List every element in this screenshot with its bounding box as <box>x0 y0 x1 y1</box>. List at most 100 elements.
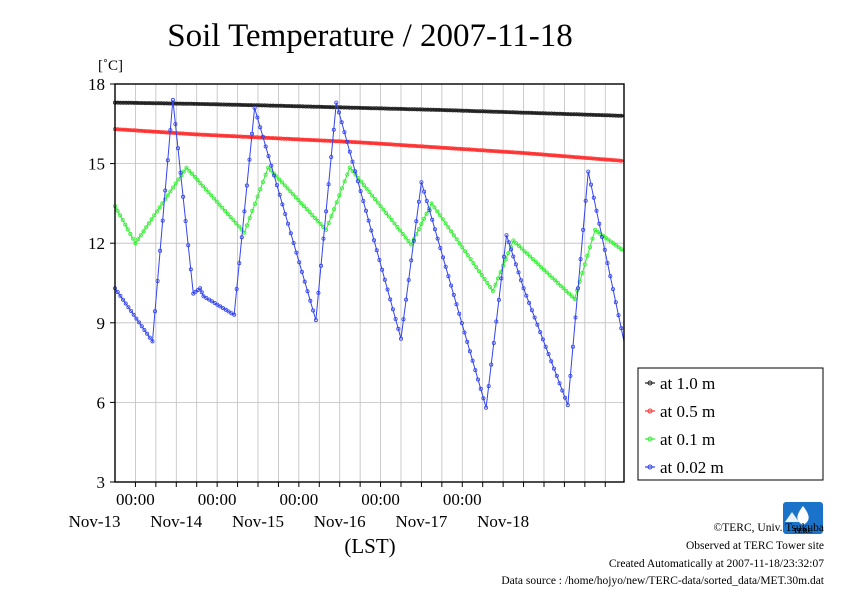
data-point <box>409 143 414 148</box>
data-point <box>311 308 316 313</box>
data-point <box>202 102 207 107</box>
data-point <box>257 135 262 140</box>
data-point <box>446 274 451 279</box>
data-point <box>606 237 611 242</box>
data-point <box>437 213 442 218</box>
data-point <box>393 316 398 321</box>
data-point <box>474 265 479 270</box>
data-point <box>279 180 284 185</box>
date-label: Nov-13 <box>69 512 121 531</box>
data-point <box>477 148 482 153</box>
data-point <box>341 105 346 110</box>
data-point <box>295 137 300 142</box>
data-point <box>514 241 519 246</box>
data-point <box>313 318 318 323</box>
data-point <box>447 108 452 113</box>
data-point <box>458 146 463 151</box>
x-tick-label: 00:00 <box>116 490 155 509</box>
date-label: Nov-14 <box>150 512 202 531</box>
data-point <box>246 103 251 108</box>
data-point <box>409 258 414 263</box>
data-point <box>491 109 496 114</box>
data-point <box>363 208 368 213</box>
data-point <box>608 113 613 118</box>
data-point <box>350 169 355 174</box>
data-point <box>220 205 225 210</box>
data-point <box>401 317 406 322</box>
data-point <box>270 103 275 108</box>
series-at-0-02-m <box>113 97 625 410</box>
data-point <box>513 262 518 267</box>
data-point <box>589 182 594 187</box>
data-point <box>506 251 511 256</box>
data-point <box>191 101 196 106</box>
data-point <box>218 304 223 309</box>
data-point <box>317 104 322 109</box>
data-point <box>157 205 162 210</box>
data-point <box>355 105 360 110</box>
data-point <box>453 108 458 113</box>
data-point <box>123 222 128 227</box>
data-point <box>420 107 425 112</box>
data-point <box>420 144 425 149</box>
data-point <box>227 102 232 107</box>
data-point <box>475 377 480 382</box>
data-point <box>212 300 217 305</box>
data-point <box>148 101 153 106</box>
data-point <box>576 286 581 291</box>
data-point <box>330 105 335 110</box>
data-point <box>353 169 358 174</box>
data-point <box>608 239 613 244</box>
legend-label: at 0.02 m <box>660 458 724 477</box>
data-point <box>619 247 624 252</box>
data-point <box>189 171 194 176</box>
data-point <box>209 193 214 198</box>
data-point <box>499 149 504 154</box>
data-point <box>381 207 386 212</box>
data-point <box>292 137 297 142</box>
data-point <box>591 195 596 200</box>
terc-logo-text: TERC <box>793 527 812 535</box>
data-point <box>352 140 357 145</box>
data-point <box>252 105 257 110</box>
date-label: Nov-16 <box>314 512 366 531</box>
data-point <box>616 313 621 318</box>
data-point <box>416 199 421 204</box>
data-point <box>339 139 344 144</box>
data-point <box>331 127 336 132</box>
data-point <box>554 373 559 378</box>
data-point <box>438 245 443 250</box>
data-point <box>171 185 176 190</box>
data-point <box>422 189 427 194</box>
data-point <box>337 193 342 198</box>
data-point <box>463 249 468 254</box>
data-point <box>457 241 462 246</box>
data-point <box>165 158 170 163</box>
data-point <box>251 135 256 140</box>
data-point <box>491 148 496 153</box>
legend-marker <box>647 464 653 470</box>
data-point <box>138 233 143 238</box>
data-point <box>552 111 557 116</box>
data-point <box>263 172 268 177</box>
data-point <box>418 144 423 149</box>
data-point <box>167 101 172 106</box>
data-point <box>144 225 149 230</box>
data-point <box>214 199 219 204</box>
data-point <box>479 272 484 277</box>
data-point <box>456 146 461 151</box>
data-point <box>195 177 200 182</box>
data-point <box>151 101 156 106</box>
legend-label: at 0.5 m <box>660 402 715 421</box>
data-point <box>504 233 509 238</box>
data-point <box>371 141 376 146</box>
data-point <box>188 267 193 272</box>
data-point <box>303 104 308 109</box>
data-point <box>524 293 529 298</box>
data-point <box>212 196 217 201</box>
data-point <box>268 135 273 140</box>
data-point <box>258 125 263 130</box>
data-point <box>145 331 150 336</box>
data-point <box>543 344 548 349</box>
data-point <box>563 395 568 400</box>
